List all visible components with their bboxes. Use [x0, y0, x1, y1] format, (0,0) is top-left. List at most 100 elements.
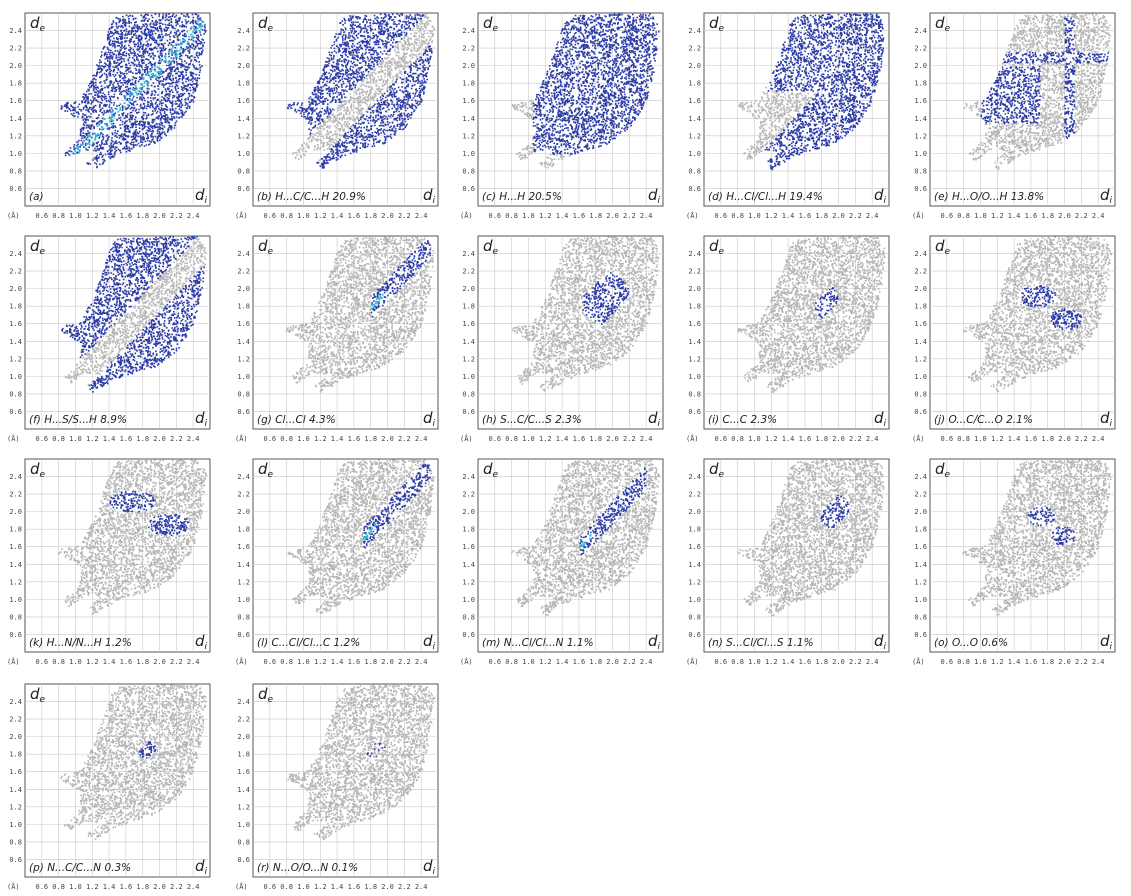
x-tick-label: 2.0 — [153, 883, 166, 891]
y-tick-label: 2.0 — [237, 62, 250, 70]
x-tick-label: 1.6 — [348, 658, 361, 666]
y-tick-label: 1.4 — [9, 786, 22, 794]
y-tick-label: 2.4 — [914, 473, 927, 481]
y-tick-label: 1.2 — [237, 132, 250, 140]
panel-caption: (n) S...Cl/Cl...S 1.1% — [708, 637, 814, 649]
x-axis-unit: (Å) — [912, 657, 925, 666]
x-tick-label: 1.8 — [1041, 435, 1054, 443]
x-tick-label: 1.8 — [815, 212, 828, 220]
scatter-points-full — [292, 13, 435, 161]
x-axis-label: di — [195, 857, 208, 877]
fingerprint-panel: 0.6 0.8 1.0 1.2 1.4 1.6 1.8 2.0 2.2 2.4 0.6 0.8 1.0 1… — [233, 678, 443, 896]
x-tick-label: 1.4 — [1008, 435, 1021, 443]
fingerprint-panel: 0.6 0.8 1.0 1.2 1.4 1.6 1.8 2.0 2.2 2.4 0.6 0.8 1.0 1… — [5, 453, 215, 671]
y-tick-label: 2.4 — [237, 473, 250, 481]
x-tick-label: 2.4 — [187, 883, 200, 891]
y-axis-label: de — [935, 460, 951, 480]
x-tick-label: 1.6 — [573, 658, 586, 666]
x-tick-label: 1.2 — [86, 883, 99, 891]
y-tick-label: 2.0 — [688, 508, 701, 516]
x-tick-label: 0.8 — [731, 435, 744, 443]
y-tick-label: 1.6 — [688, 97, 701, 105]
y-tick-label: 1.0 — [688, 150, 701, 158]
y-tick-label: 2.2 — [688, 45, 701, 53]
y-tick-label: 1.8 — [914, 526, 927, 534]
y-tick-label: 2.0 — [462, 508, 475, 516]
panel-caption: (h) S...C/C...S 2.3% — [482, 414, 582, 426]
scatter-points-highlight — [286, 13, 433, 169]
y-axis-label: de — [935, 14, 951, 34]
x-tick-label: 0.6 — [714, 435, 727, 443]
x-tick-label: 2.4 — [1092, 658, 1105, 666]
x-tick-label: 0.8 — [52, 435, 65, 443]
fingerprint-panel: 0.6 0.8 1.0 1.2 1.4 1.6 1.8 2.0 2.2 2.4 0.6 0.8 1.0 1… — [233, 453, 443, 671]
x-tick-label: 1.2 — [86, 435, 99, 443]
x-axis-label: di — [1100, 186, 1113, 206]
fingerprint-plot: 0.60.81.01.21.41.61.82.02.22.40.6 0.8 1.0 1… — [7, 458, 211, 666]
y-tick-label: 1.8 — [462, 303, 475, 311]
y-tick-label: 1.6 — [237, 543, 250, 551]
scatter-points-full — [962, 459, 1112, 616]
fingerprint-panel: 0.6 0.8 1.0 1.2 1.4 1.6 1.8 2.0 2.2 2.4 0.6 0.8 1.0 1… — [458, 7, 668, 225]
y-tick-label: 0.6 — [9, 185, 22, 193]
fingerprint-plot: 0.60.81.01.21.41.61.82.02.22.40.6 0.8 1.0 1… — [235, 458, 439, 666]
scatter-points-dense — [362, 523, 377, 541]
y-tick-label: 0.6 — [237, 856, 250, 864]
scatter-points-highlight — [820, 494, 850, 528]
y-tick-label: 2.4 — [914, 27, 927, 35]
x-tick-label: 1.6 — [1025, 658, 1038, 666]
y-tick-label: 1.6 — [462, 543, 475, 551]
y-tick-label: 0.6 — [237, 631, 250, 639]
y-tick-label: 1.0 — [9, 821, 22, 829]
y-tick-label: 1.6 — [9, 97, 22, 105]
x-tick-label: 0.6 — [263, 212, 276, 220]
y-tick-label: 2.4 — [237, 250, 250, 258]
x-tick-label: 1.2 — [539, 212, 552, 220]
x-tick-label: 1.2 — [991, 658, 1004, 666]
x-tick-label: 0.6 — [35, 883, 48, 891]
x-tick-label: 1.0 — [974, 658, 987, 666]
y-tick-label: 1.4 — [237, 561, 250, 569]
x-tick-label: 2.4 — [187, 212, 200, 220]
y-tick-label: 1.8 — [237, 751, 250, 759]
y-tick-label: 2.4 — [688, 27, 701, 35]
x-tick-label: 1.2 — [539, 435, 552, 443]
fingerprint-panel: 0.6 0.8 1.0 1.2 1.4 1.6 1.8 2.0 2.2 2.4 0.6 0.8 1.0 1… — [910, 453, 1120, 671]
y-tick-label: 0.8 — [462, 390, 475, 398]
x-tick-label: 1.0 — [522, 212, 535, 220]
x-tick-label: 2.2 — [170, 435, 183, 443]
y-tick-label: 1.0 — [9, 373, 22, 381]
x-tick-label: 2.4 — [1092, 435, 1105, 443]
y-tick-label: 2.2 — [462, 45, 475, 53]
x-tick-label: 1.0 — [974, 212, 987, 220]
y-tick-label: 1.2 — [462, 355, 475, 363]
panel-caption: (c) H...H 20.5% — [482, 191, 562, 203]
y-tick-label: 0.8 — [237, 613, 250, 621]
y-tick-label: 1.6 — [9, 768, 22, 776]
y-tick-label: 0.8 — [688, 613, 701, 621]
y-tick-label: 0.6 — [9, 631, 22, 639]
y-tick-label: 1.4 — [914, 115, 927, 123]
scatter-points-highlight — [582, 272, 630, 325]
x-tick-label: 2.0 — [381, 883, 394, 891]
fingerprint-plot: 0.60.81.01.21.41.61.82.02.22.40.6 0.8 1.0 1… — [686, 235, 890, 443]
fingerprint-panel: 0.6 0.8 1.0 1.2 1.4 1.6 1.8 2.0 2.2 2.4 0.6 0.8 1.0 1… — [910, 7, 1120, 225]
y-tick-label: 2.2 — [9, 268, 22, 276]
x-axis-unit: (Å) — [686, 657, 699, 666]
fingerprint-panel: 0.6 0.8 1.0 1.2 1.4 1.6 1.8 2.0 2.2 2.4 0.6 0.8 1.0 1… — [5, 678, 215, 896]
x-tick-label: 2.4 — [866, 435, 879, 443]
y-tick-label: 0.8 — [9, 167, 22, 175]
x-tick-label: 1.8 — [589, 435, 602, 443]
y-tick-label: 1.6 — [914, 320, 927, 328]
x-tick-label: 2.2 — [623, 658, 636, 666]
fingerprint-plot: 0.60.81.01.21.41.61.82.02.22.40.6 0.8 1.0 1… — [460, 458, 664, 666]
fingerprint-panel: 0.6 0.8 1.0 1.2 1.4 1.6 1.8 2.0 2.2 2.4 0.6 0.8 1.0 1… — [458, 230, 668, 448]
x-tick-label: 0.6 — [714, 212, 727, 220]
x-tick-label: 1.6 — [573, 212, 586, 220]
y-tick-label: 2.4 — [914, 250, 927, 258]
x-tick-label: 2.0 — [606, 435, 619, 443]
y-tick-label: 2.0 — [462, 62, 475, 70]
x-axis-label: di — [1100, 409, 1113, 429]
panel-caption: (r) N...O/O...N 0.1% — [257, 862, 358, 874]
